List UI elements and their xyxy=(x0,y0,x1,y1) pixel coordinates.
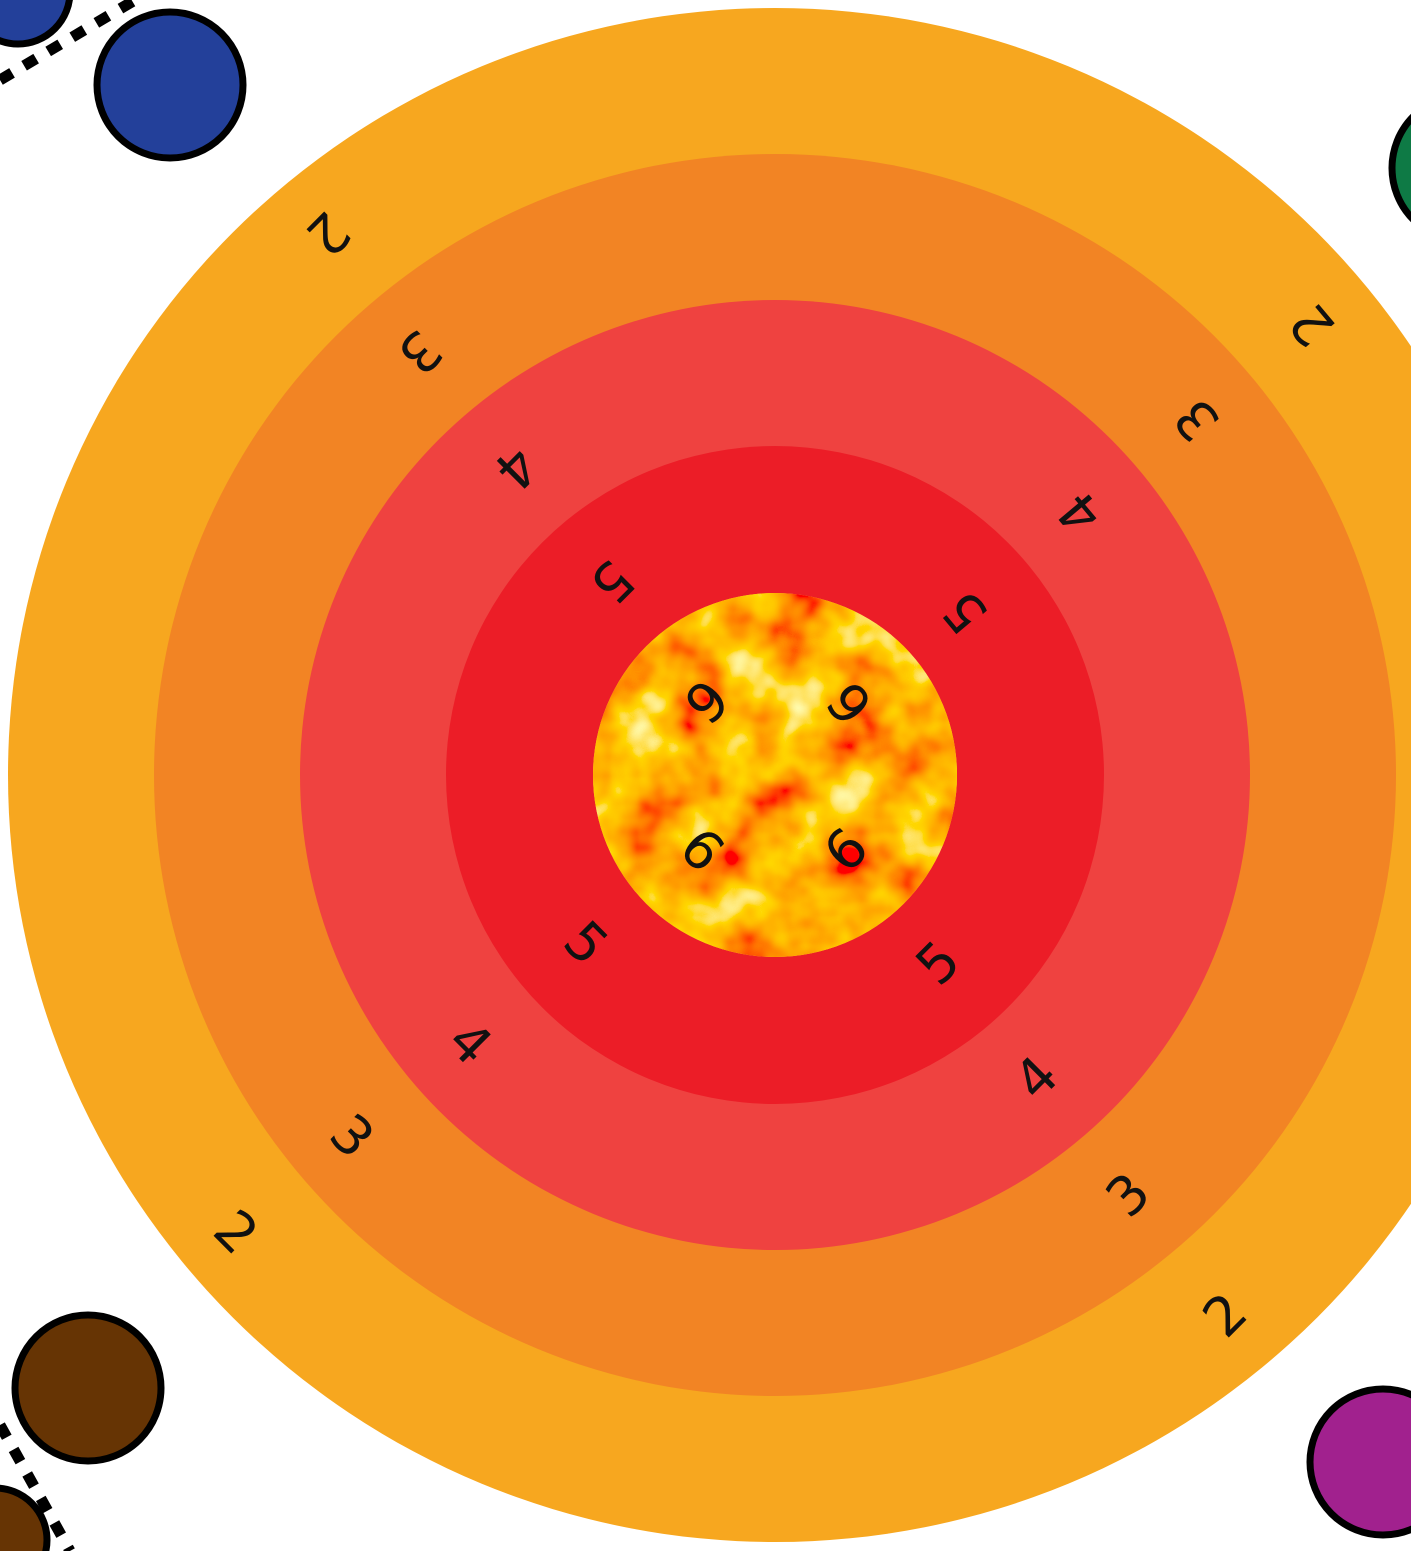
brown-piece[interactable] xyxy=(0,1484,51,1551)
bullseye[interactable] xyxy=(590,590,960,960)
brown-piece[interactable] xyxy=(11,1311,165,1465)
purple-piece[interactable] xyxy=(1306,1385,1411,1539)
piece-trails xyxy=(0,0,138,1551)
green-piece[interactable] xyxy=(1388,95,1411,241)
brown-trail xyxy=(0,1422,75,1551)
blue-piece[interactable] xyxy=(93,8,247,162)
target xyxy=(8,8,1411,1542)
blue-piece[interactable] xyxy=(0,0,73,48)
